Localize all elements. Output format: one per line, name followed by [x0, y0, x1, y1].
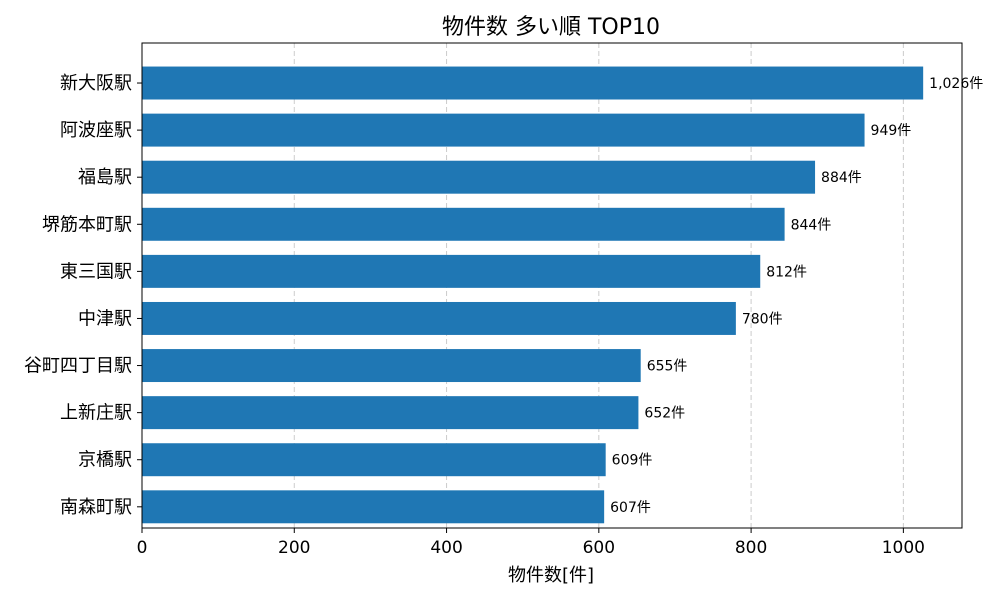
bar	[142, 207, 785, 241]
y-tick-label: 谷町四丁目駅	[24, 356, 132, 377]
bars: 1,026件 949件 884件 844件 812件 780件 655件 652件 609件 60…	[142, 66, 983, 524]
data-label: 884件	[821, 170, 862, 186]
plot-frame	[141, 42, 963, 529]
bar	[142, 160, 816, 194]
x-tick-label: 400	[430, 538, 462, 558]
bar	[142, 490, 605, 524]
x-axis-label: 物件数[件]	[508, 565, 594, 586]
y-tick-label: 阿波座駅	[60, 120, 132, 141]
y-tick-label: 新大阪駅	[60, 73, 132, 94]
x-tick-label: 200	[278, 538, 310, 558]
y-tick-label: 京橋駅	[78, 450, 132, 471]
data-label: 609件	[612, 453, 653, 469]
y-tick-label: 堺筋本町駅	[42, 214, 132, 235]
x-tick-label: 1000	[882, 538, 925, 558]
data-label: 607件	[610, 500, 651, 516]
data-label: 949件	[871, 123, 912, 139]
data-label: 652件	[644, 406, 685, 422]
data-label: 780件	[742, 311, 783, 327]
bar	[142, 66, 924, 100]
chart-title: 物件数 多い順 TOP10	[442, 15, 660, 40]
y-tick-label: 上新庄駅	[60, 403, 132, 424]
x-tick-label: 800	[735, 538, 767, 558]
bar	[142, 349, 641, 383]
data-label: 844件	[791, 217, 832, 233]
data-label: 812件	[766, 264, 807, 280]
data-label: 1,026件	[929, 76, 983, 92]
y-tick-label: 中津駅	[78, 308, 132, 329]
y-tick-label: 福島駅	[78, 167, 132, 188]
x-tick-label: 0	[137, 538, 148, 558]
axis-ticks: 0 200 400 600 800 1000 新大阪駅阿波座駅福島駅堺筋本町駅東三国駅中津駅…	[24, 73, 925, 558]
bar	[142, 396, 639, 430]
x-tick-label: 600	[583, 538, 615, 558]
bar	[142, 301, 736, 335]
y-tick-label: 南森町駅	[60, 497, 132, 518]
y-tick-label: 東三国駅	[60, 261, 132, 282]
bar	[142, 113, 865, 147]
bar	[142, 443, 606, 477]
data-label: 655件	[647, 359, 688, 375]
bar	[142, 254, 761, 288]
